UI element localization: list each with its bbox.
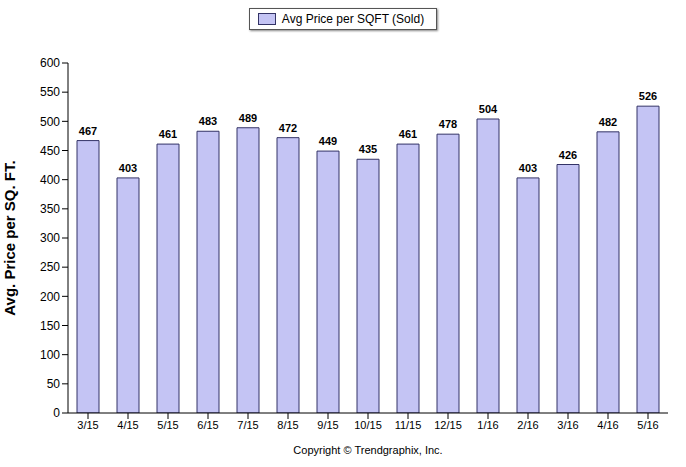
svg-text:461: 461 <box>399 128 417 140</box>
svg-text:435: 435 <box>359 143 377 155</box>
svg-text:7/15: 7/15 <box>237 419 258 431</box>
html-text:Avg Price per SQFT (Sold): Avg Price per SQFT (Sold) <box>281 12 425 26</box>
svg-text:483: 483 <box>199 115 217 127</box>
svg-text:489: 489 <box>239 112 257 124</box>
svg-text:10/15: 10/15 <box>354 419 382 431</box>
svg-text:600: 600 <box>40 56 60 70</box>
svg-text:1/16: 1/16 <box>477 419 498 431</box>
svg-text:4/16: 4/16 <box>597 419 618 431</box>
svg-text:426: 426 <box>559 149 577 161</box>
svg-text:12/15: 12/15 <box>434 419 462 431</box>
svg-text:50: 50 <box>47 377 61 391</box>
svg-text:350: 350 <box>40 202 60 216</box>
svg-text:9/15: 9/15 <box>317 419 338 431</box>
svg-text:478: 478 <box>439 118 457 130</box>
svg-text:8/15: 8/15 <box>277 419 298 431</box>
svg-text:472: 472 <box>279 122 297 134</box>
svg-text:461: 461 <box>159 128 177 140</box>
svg-text:0: 0 <box>53 406 60 420</box>
svg-text:403: 403 <box>119 162 137 174</box>
svg-text:450: 450 <box>40 144 60 158</box>
svg-text:482: 482 <box>599 116 617 128</box>
svg-text:2/16: 2/16 <box>517 419 538 431</box>
svg-text:4/15: 4/15 <box>117 419 138 431</box>
svg-text:550: 550 <box>40 85 60 99</box>
svg-text:100: 100 <box>40 348 60 362</box>
svg-text:504: 504 <box>479 103 498 115</box>
svg-text:200: 200 <box>40 290 60 304</box>
svg-text:3/16: 3/16 <box>557 419 578 431</box>
svg-text:6/15: 6/15 <box>197 419 218 431</box>
svg-text:400: 400 <box>40 173 60 187</box>
svg-text:500: 500 <box>40 115 60 129</box>
svg-text:403: 403 <box>519 162 537 174</box>
svg-text:150: 150 <box>40 319 60 333</box>
svg-text:5/15: 5/15 <box>157 419 178 431</box>
svg-text:526: 526 <box>639 90 657 102</box>
svg-text:467: 467 <box>79 125 97 137</box>
html-text:Copyright © Trendgraphix, Inc.: Copyright © Trendgraphix, Inc. <box>293 444 443 456</box>
svg-text:300: 300 <box>40 231 60 245</box>
svg-text:5/16: 5/16 <box>637 419 658 431</box>
svg-text:3/15: 3/15 <box>77 419 98 431</box>
svg-text:250: 250 <box>40 260 60 274</box>
svg-text:449: 449 <box>319 135 337 147</box>
svg-text:Avg. Price per SQ. FT.: Avg. Price per SQ. FT. <box>8 160 18 315</box>
svg-text:11/15: 11/15 <box>395 419 422 431</box>
